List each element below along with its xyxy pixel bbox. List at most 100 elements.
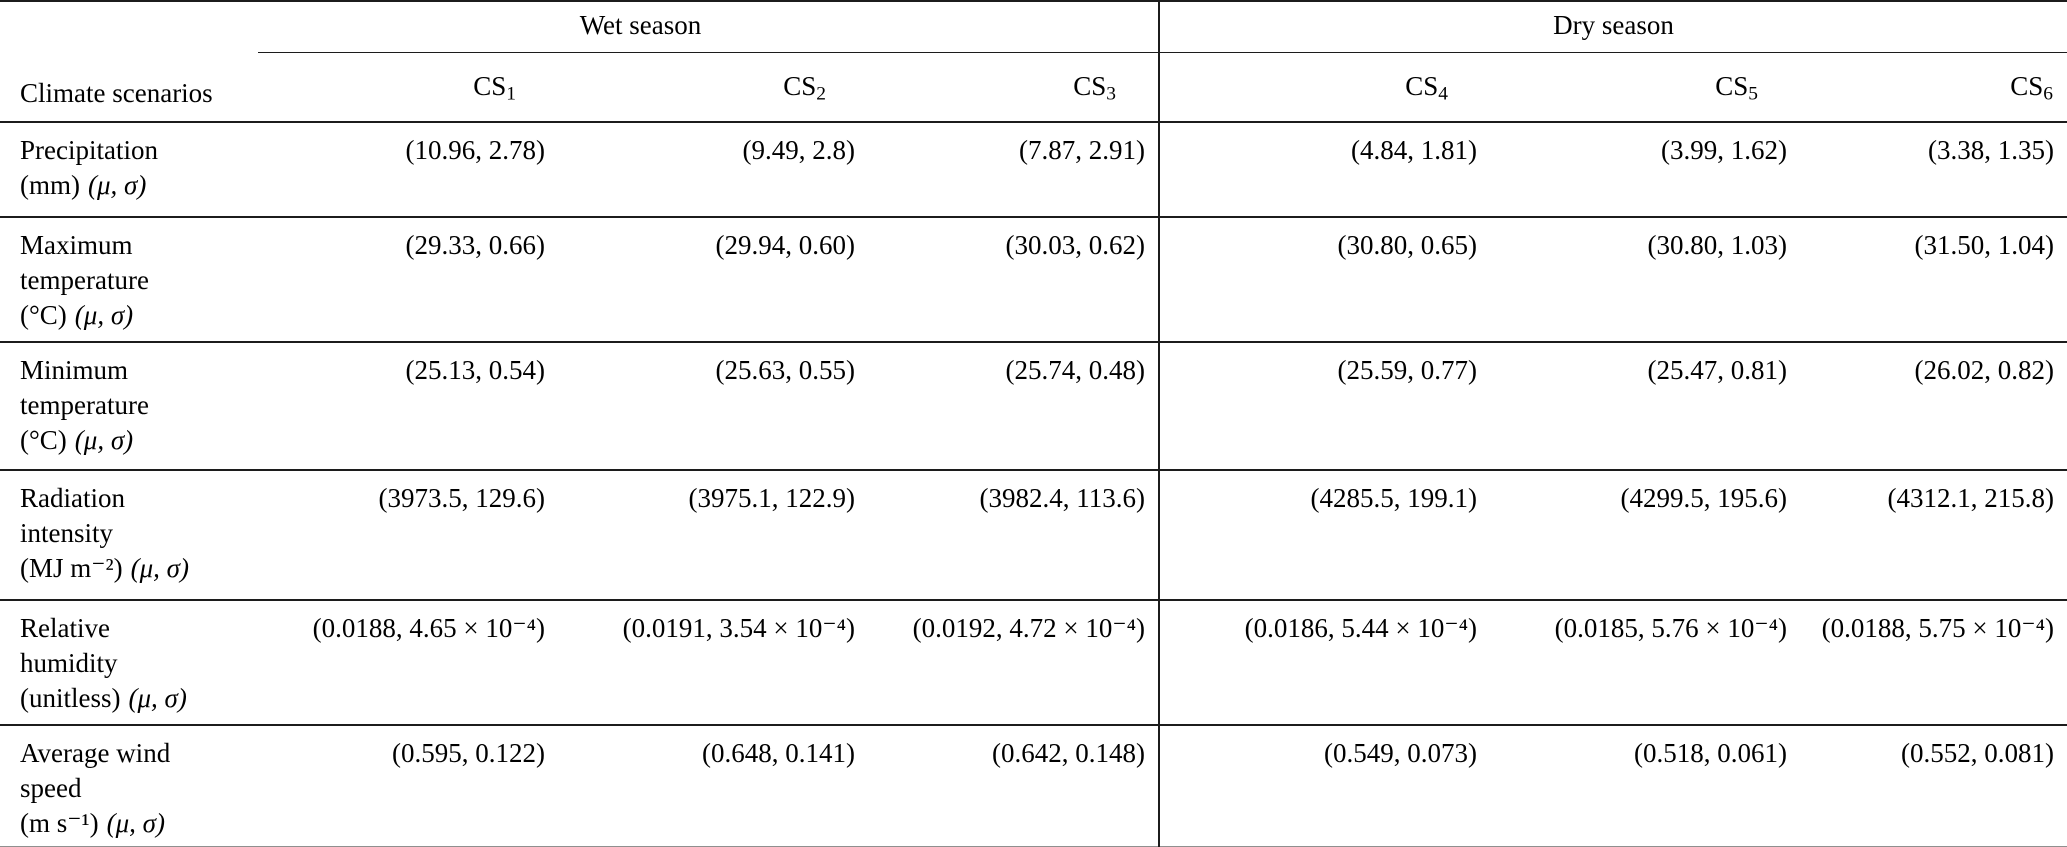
table-row-max-temperature: Maximum temperature (°C) (μ, σ) (29.33, 0…: [0, 216, 2067, 342]
value-cell: (29.94, 0.60): [558, 216, 868, 342]
value-cell: (0.595, 0.122): [258, 724, 558, 847]
mu-sigma-label: (μ, σ): [88, 170, 147, 200]
mu-sigma-label: (μ, σ): [130, 553, 189, 583]
table-row-average-wind-speed: Average wind speed (m s⁻¹) (μ, σ) (0.595,…: [0, 724, 2067, 847]
value-cell: (26.02, 0.82): [1800, 341, 2067, 470]
value-cell: (0.0188, 4.65 × 10⁻⁴): [258, 599, 558, 725]
value-cell: (0.518, 0.061): [1490, 724, 1801, 847]
row-unit-text: (MJ m⁻²): [20, 553, 123, 583]
season-header-wet: Wet season: [258, 1, 1160, 53]
column-header-cs3: CS3: [868, 52, 1160, 123]
column-header-cs5: CS5: [1490, 52, 1801, 123]
mu-sigma-label: (μ, σ): [74, 425, 134, 455]
row-label-relative-humidity: Relative humidity (unitless) (μ, σ): [0, 599, 258, 725]
cs-base: CS: [1073, 70, 1107, 101]
row-unit-text: (mm): [20, 170, 80, 200]
cs-subscript: 1: [506, 83, 516, 104]
value-cell: (0.552, 0.081): [1800, 724, 2067, 847]
cs-subscript: 4: [1438, 83, 1449, 104]
row-label-radiation-intensity: Radiation intensity (MJ m⁻²) (μ, σ): [0, 469, 258, 600]
value-cell: (4.84, 1.81): [1158, 122, 1491, 217]
row-unit-text: (°C): [20, 300, 67, 330]
row-label-unit: (m s⁻¹) (μ, σ): [20, 806, 258, 841]
value-cell: (0.0186, 5.44 × 10⁻⁴): [1158, 599, 1491, 725]
value-cell: (4312.1, 215.8): [1800, 469, 2067, 600]
value-cell: (7.87, 2.91): [1019, 135, 1146, 165]
column-header-cs4: CS4: [1158, 52, 1491, 123]
table-row-relative-humidity: Relative humidity (unitless) (μ, σ) (0.01…: [0, 599, 2067, 725]
value-cell: (3973.5, 129.6): [258, 469, 558, 600]
value-cell: (25.59, 0.77): [1158, 341, 1491, 470]
cs-base: CS: [1405, 70, 1439, 101]
value-cell: (30.80, 0.65): [1158, 216, 1491, 342]
value-cell: (0.0192, 4.72 × 10⁻⁴): [868, 599, 1160, 725]
cs-subscript: 3: [1106, 83, 1117, 104]
cs-base: CS: [2010, 70, 2044, 101]
row-unit-text: (°C): [20, 425, 67, 455]
cs-subscript: 5: [1748, 83, 1759, 104]
value-cell: (0.0185, 5.76 × 10⁻⁴): [1490, 599, 1801, 725]
row-unit-text: (m s⁻¹): [20, 808, 99, 838]
row-label-average-wind-speed: Average wind speed (m s⁻¹) (μ, σ): [0, 724, 258, 847]
row-label-text: Maximum temperature: [20, 230, 149, 295]
cs-base: CS: [1715, 70, 1749, 101]
row-unit-text: (unitless): [20, 683, 121, 713]
column-header-cs1: CS1: [258, 52, 558, 123]
cs-subscript: 6: [2043, 83, 2054, 104]
value-cell: (3982.4, 113.6): [868, 469, 1160, 600]
value-cell: (4285.5, 199.1): [1158, 469, 1491, 600]
value-cell: (4299.5, 195.6): [1490, 469, 1801, 600]
table-header: Wet season Dry season Climate scenarios …: [0, 1, 2067, 123]
row-label-precipitation: Precipitation (mm) (μ, σ): [0, 122, 258, 217]
table-row-radiation-intensity: Radiation intensity (MJ m⁻²) (μ, σ) (3973…: [0, 469, 2067, 600]
column-header-cs6: CS6: [1800, 52, 2067, 123]
table-row-min-temperature: Minimum temperature (°C) (μ, σ) (25.13, 0…: [0, 341, 2067, 470]
mu-sigma-label: (μ, σ): [106, 808, 165, 838]
row-label-unit: (MJ m⁻²) (μ, σ): [20, 551, 258, 586]
row-label-text: Minimum temperature: [20, 355, 149, 420]
value-cell: (3.38, 1.35): [1928, 135, 2055, 165]
row-label-text: Relative humidity: [20, 613, 118, 678]
value-cell: (25.47, 0.81): [1490, 341, 1801, 470]
row-label-max-temperature: Maximum temperature (°C) (μ, σ): [0, 216, 258, 342]
row-label-text: Radiation intensity: [20, 483, 125, 548]
value-cell: (0.0191, 3.54 × 10⁻⁴): [558, 599, 868, 725]
row-header-label: Climate scenarios: [0, 52, 258, 123]
value-cell: (0.642, 0.148): [868, 724, 1160, 847]
value-cell: (25.13, 0.54): [258, 341, 558, 470]
value-cell: (29.33, 0.66): [258, 216, 558, 342]
value-cell: (0.648, 0.141): [558, 724, 868, 847]
value-cell: (3.99, 1.62): [1661, 135, 1788, 165]
cs-base: CS: [473, 70, 507, 101]
row-label-unit: (mm) (μ, σ): [20, 168, 258, 203]
value-cell: (0.0188, 5.75 × 10⁻⁴): [1800, 599, 2067, 725]
column-header-cs2: CS2: [558, 52, 868, 123]
row-label-min-temperature: Minimum temperature (°C) (μ, σ): [0, 341, 258, 470]
season-header-row: Wet season Dry season: [0, 1, 2067, 53]
scenario-header-row: Climate scenarios CS1 CS2 CS3 CS4 CS5 CS…: [0, 52, 2067, 123]
row-label-unit: (°C) (μ, σ): [20, 423, 258, 458]
table-row-precipitation: Precipitation (mm) (μ, σ) (10.96, 2.78) (…: [0, 122, 2067, 217]
row-label-unit: (unitless) (μ, σ): [20, 681, 258, 716]
cs-subscript: 2: [816, 83, 826, 104]
mu-sigma-label: (μ, σ): [74, 300, 134, 330]
mu-sigma-label: (μ, σ): [128, 683, 187, 713]
value-cell: (25.74, 0.48): [868, 341, 1160, 470]
value-cell: (30.80, 1.03): [1490, 216, 1801, 342]
row-label-unit: (°C) (μ, σ): [20, 298, 258, 333]
value-cell: (0.549, 0.073): [1158, 724, 1491, 847]
value-cell: (30.03, 0.62): [868, 216, 1160, 342]
value-cell: (10.96, 2.78): [405, 135, 545, 165]
cs-base: CS: [783, 70, 817, 101]
row-label-text: Average wind speed: [20, 738, 171, 803]
row-label-text: Precipitation: [20, 135, 158, 165]
value-cell: (3975.1, 122.9): [558, 469, 868, 600]
value-cell: (25.63, 0.55): [558, 341, 868, 470]
value-cell: (31.50, 1.04): [1800, 216, 2067, 342]
table-body: Precipitation (mm) (μ, σ) (10.96, 2.78) (…: [0, 122, 2067, 847]
value-cell: (9.49, 2.8): [742, 135, 855, 165]
season-header-dry: Dry season: [1158, 1, 2067, 53]
